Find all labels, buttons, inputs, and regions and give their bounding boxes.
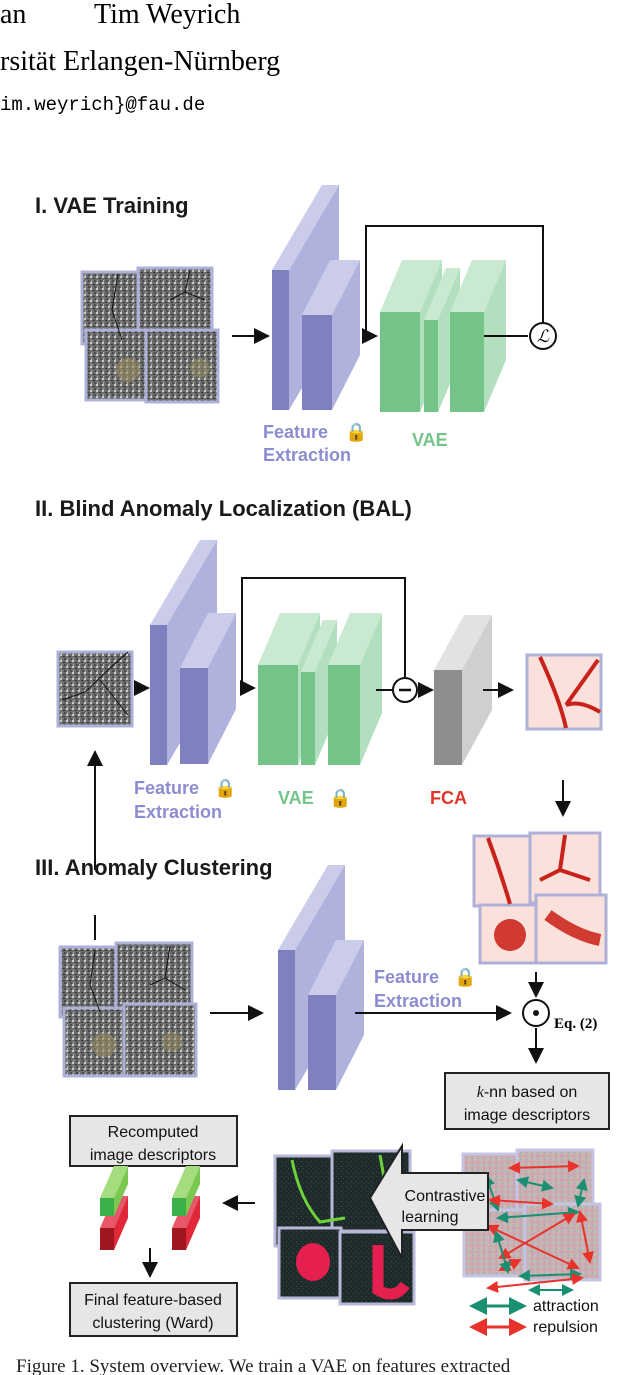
descriptor-green (100, 1166, 128, 1216)
fca-block (434, 615, 492, 765)
knn-label-2: image descriptors (464, 1107, 590, 1124)
affiliation: rsität Erlangen-Nürnberg (0, 46, 280, 77)
feature-extraction-block (302, 260, 360, 410)
recomputed-descriptors-box: Recomputed image descriptors (69, 1115, 238, 1167)
contrastive-label-2: learning (402, 1209, 459, 1226)
descriptor-bars (100, 1166, 200, 1250)
vae-block (328, 613, 382, 765)
skip-connection (241, 577, 406, 688)
lock-icon: 🔒 (454, 967, 476, 987)
lock-icon: 🔒 (214, 778, 236, 798)
author-name: Tim Weyrich (94, 0, 240, 30)
svg-text:k-nn based on: k-nn based on (477, 1084, 578, 1101)
attraction-arrow (574, 1178, 588, 1208)
feature-extraction-block (180, 613, 236, 764)
final-label-2: clustering (Ward) (92, 1315, 213, 1332)
vae-label: VAE (412, 430, 448, 450)
feature-extraction-label-2: Extraction (374, 991, 462, 1011)
descriptor-green (172, 1166, 200, 1216)
feature-extraction-block (308, 940, 364, 1090)
fca-label: FCA (430, 788, 467, 808)
contrastive-label-1: Contrastive (405, 1188, 486, 1205)
feature-extraction-label: Feature (263, 422, 328, 442)
knn-k: k (477, 1084, 485, 1101)
lock-icon: 🔒 (329, 788, 351, 808)
lock-icon: 🔒 (345, 422, 367, 442)
input-images-1 (80, 266, 220, 404)
repulsion-arrow (498, 1212, 576, 1260)
vae-block (450, 260, 506, 412)
equation-label: Eq. (2) (554, 1016, 597, 1032)
author-fragment: an (0, 0, 26, 30)
final-clustering-box: Final feature-based clustering (Ward) (69, 1282, 238, 1337)
attraction-arrow (493, 1230, 511, 1274)
heatmap-images (472, 831, 608, 965)
final-label-1: Final feature-based (84, 1292, 222, 1309)
section-title-vae-training: I. VAE Training (35, 193, 189, 218)
feature-extraction-label-2: Extraction (263, 445, 351, 465)
contrastive-learning-arrow: Contrastive learning (368, 1142, 489, 1259)
knn-label-1: -nn based on (484, 1084, 577, 1101)
input-image-bal (56, 650, 134, 728)
loss-node (529, 322, 557, 350)
loss-symbol: ℒ (537, 327, 550, 346)
repulsion-arrow (488, 1194, 554, 1210)
feature-extraction-label-2: Extraction (134, 802, 222, 822)
vae-label: VAE (278, 788, 314, 808)
email: im.weyrich}@fau.de (0, 94, 205, 116)
section-title-clustering: III. Anomaly Clustering (35, 855, 273, 880)
skip-connection (365, 225, 544, 336)
recomputed-label-1: Recomputed (108, 1124, 199, 1141)
feature-extraction-label: Feature (134, 778, 199, 798)
repulsion-arrow (576, 1210, 594, 1264)
repulsion-arrow (508, 1160, 580, 1174)
input-images-3 (58, 941, 198, 1078)
feature-extraction-label: Feature (374, 967, 439, 987)
knn-images (461, 1148, 602, 1296)
repulsion-arrow (486, 1273, 584, 1293)
legend-repulsion-label: repulsion (533, 1319, 598, 1336)
knn-box: k-nn based on image descriptors (444, 1072, 610, 1130)
vae-block (301, 620, 337, 765)
section-title-bal: II. Blind Anomaly Localization (BAL) (35, 496, 412, 521)
anomaly-heatmap-output (525, 653, 603, 731)
recomputed-label-2: image descriptors (90, 1147, 216, 1164)
legend-attraction-label: attraction (533, 1298, 599, 1315)
legend: attraction repulsion (469, 1297, 599, 1336)
attraction-arrow (516, 1176, 554, 1192)
figure-caption: Figure 1. System overview. We train a VA… (16, 1356, 511, 1375)
